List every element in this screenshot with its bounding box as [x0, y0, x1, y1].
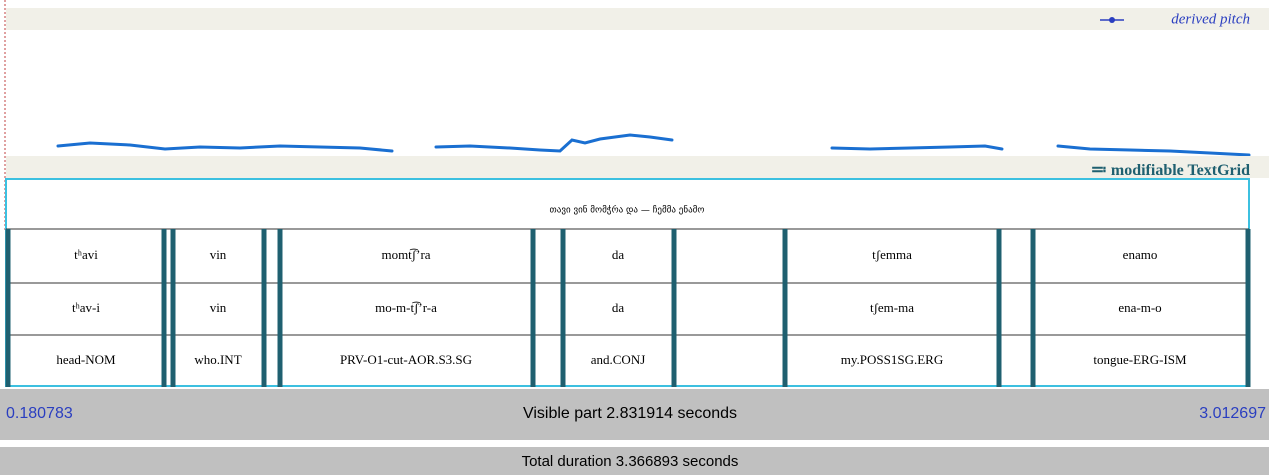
visible-part: Visible part 2.831914 seconds	[523, 405, 737, 422]
interval-label: ena-m-o	[1118, 300, 1161, 315]
textgrid-label: ≕ modifiable TextGrid	[1091, 162, 1250, 179]
pitch-segment	[830, 144, 1004, 151]
end-time: 3.012697	[1199, 405, 1266, 422]
legend-dot	[1109, 17, 1115, 23]
total-duration: Total duration 3.366893 seconds	[522, 453, 739, 470]
pitch-header	[6, 8, 1269, 30]
start-time: 0.180783	[6, 405, 73, 422]
interval-label: tʰav-i	[72, 300, 100, 315]
interval-label: mo-m-t͡ʃʼr-a	[375, 300, 437, 315]
pitch-segment	[56, 141, 394, 153]
visible-bar	[0, 389, 1269, 440]
interval-label: tongue-ERG-ISM	[1093, 352, 1187, 367]
textgrid-label-text: modifiable TextGrid	[1111, 162, 1250, 179]
interval-label: vin	[210, 247, 227, 262]
total-bar	[0, 447, 1269, 475]
interval-label: momt͡ʃʼra	[381, 247, 430, 262]
interval-label: tʃem-ma	[870, 300, 914, 315]
pitch-legend: derived pitch	[1171, 11, 1250, 27]
interval-label: who.INT	[194, 352, 241, 367]
interval-label: enamo	[1123, 247, 1158, 262]
textgrid-header	[6, 156, 1269, 178]
pitch-segment	[1056, 144, 1251, 157]
interval-label: da	[612, 247, 625, 262]
interval-label: vin	[210, 300, 227, 315]
interval-label: my.POSS1SG.ERG	[841, 352, 943, 367]
interval-label: and.CONJ	[591, 352, 646, 367]
pitch-curve	[56, 133, 1251, 157]
sentence: თავი ვინ მომჭრა და — ჩემმა ენამო	[550, 205, 705, 216]
interval-label: tʃemma	[872, 247, 912, 262]
interval-label: PRV-O1-cut-AOR.S3.SG	[340, 352, 472, 367]
pitch-segment	[434, 133, 674, 153]
interval-label: head-NOM	[56, 352, 116, 367]
interval-label: tʰavi	[74, 247, 98, 262]
tiers: tʰavi vin momt͡ʃʼra da tʃemma enamo tʰav-i vin m…	[56, 247, 1187, 367]
boundaries	[5, 229, 1251, 387]
interval-label: da	[612, 300, 625, 315]
